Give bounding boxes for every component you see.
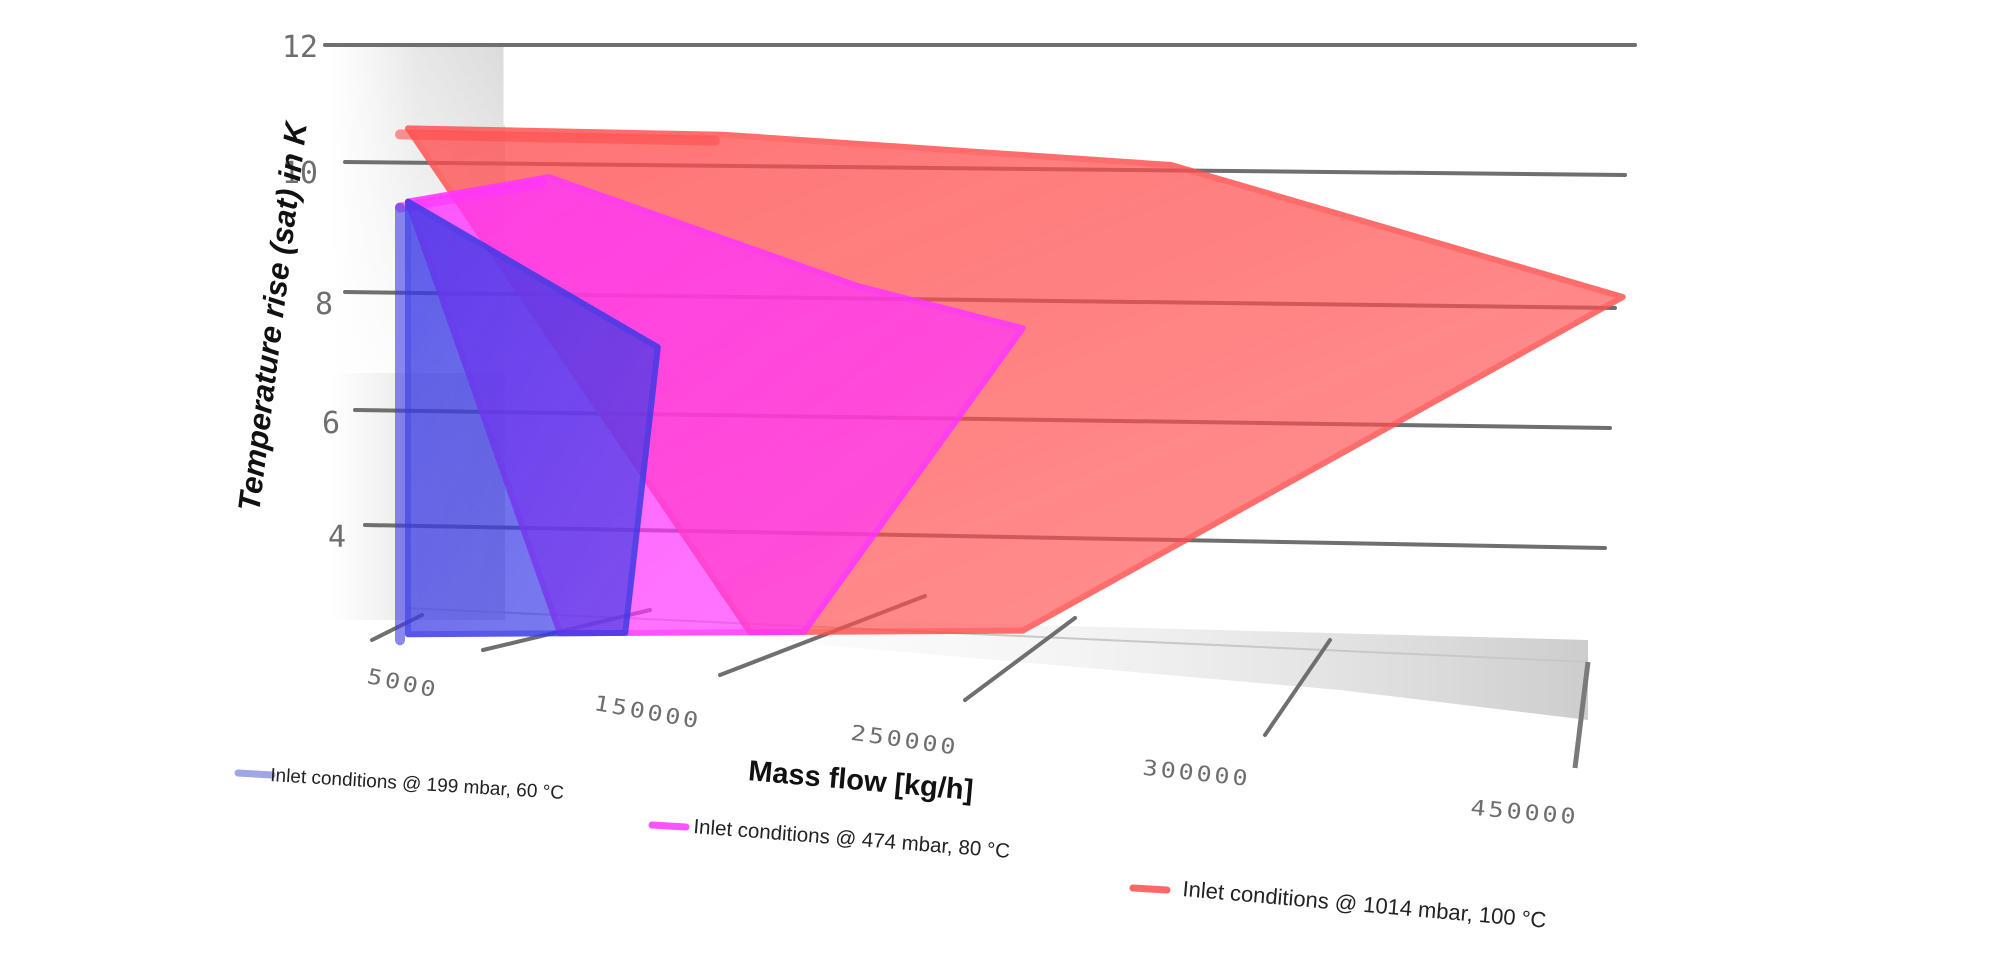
legend-swatch-2 xyxy=(648,821,690,831)
y-tick-labels: 4 6 8 10 12 xyxy=(282,30,346,555)
y-tick-label: 10 xyxy=(282,156,318,191)
x-tick-label: 250000 xyxy=(849,721,960,761)
x-tick-label: 150000 xyxy=(592,691,703,734)
y-tick-label: 12 xyxy=(282,30,318,65)
floor-shade xyxy=(400,608,1588,720)
legend-swatch-3 xyxy=(1129,884,1171,894)
series-area-1 xyxy=(405,198,661,638)
gridline-x xyxy=(963,616,1077,702)
right-wall-edge xyxy=(1572,661,1591,769)
legend-label-2: Inlet conditions @ 474 mbar, 80 °C xyxy=(693,815,1011,863)
y-tick-label: 6 xyxy=(322,406,340,441)
x-axis-title: Mass flow [kg/h] xyxy=(747,755,975,807)
legend-label-1: Inlet conditions @ 199 mbar, 60 °C xyxy=(270,765,565,804)
x-tick-label: 450000 xyxy=(1470,795,1580,829)
x-tick-label: 5000 xyxy=(365,664,441,703)
series-edge-2 xyxy=(395,178,547,213)
y-axis-title: Temperature rise (sat) in K xyxy=(231,118,314,514)
gridline-x xyxy=(1263,638,1332,737)
y-tick-label: 4 xyxy=(328,520,346,555)
y-tick-label: 8 xyxy=(315,287,333,322)
x-tick-label: 300000 xyxy=(1141,756,1251,792)
legend-label-3: Inlet conditions @ 1014 mbar, 100 °C xyxy=(1182,876,1548,933)
legend-swatch-1 xyxy=(234,769,276,779)
series-edge-3 xyxy=(395,129,720,146)
series-layer xyxy=(395,125,1626,646)
